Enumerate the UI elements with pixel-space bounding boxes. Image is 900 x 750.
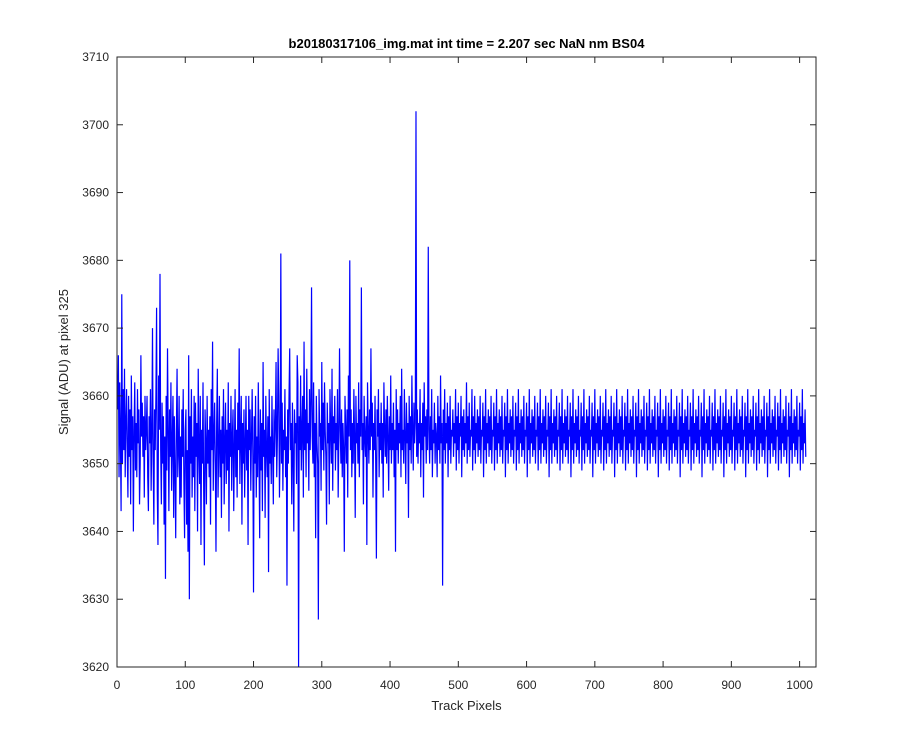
y-tick-label: 3700	[82, 118, 109, 132]
x-axis-title: Track Pixels	[431, 698, 502, 713]
axes-box	[116, 56, 817, 668]
x-tick-label: 0	[114, 678, 121, 692]
x-axis: 0 100 200 300 400 500 600 700 800 900 1000	[114, 57, 813, 692]
y-tick-label: 3690	[82, 186, 109, 200]
x-tick-label: 200	[244, 678, 264, 692]
y-tick-label: 3620	[82, 660, 109, 674]
x-tick-label: 800	[653, 678, 673, 692]
y-tick-label: 3710	[82, 50, 109, 64]
series-line-0	[117, 111, 807, 668]
y-tick-label: 3660	[82, 389, 109, 403]
y-axis-title: Signal (ADU) at pixel 325	[56, 289, 71, 435]
x-tick-label: 300	[312, 678, 332, 692]
y-axis: 3620 3630 3640 3650 3660 3670 3680 3690 3700 3710	[82, 50, 816, 674]
x-tick-label: 900	[721, 678, 741, 692]
axes-background	[117, 57, 816, 667]
x-tick-label: 100	[175, 678, 195, 692]
x-tick-label: 1000	[786, 678, 813, 692]
x-tick-label: 400	[380, 678, 400, 692]
chart-title: b20180317106_img.mat int time = 2.207 se…	[289, 36, 646, 51]
series-layer	[117, 111, 807, 668]
y-tick-label: 3670	[82, 321, 109, 335]
x-tick-label: 700	[585, 678, 605, 692]
y-tick-label: 3650	[82, 457, 109, 471]
y-tick-label: 3630	[82, 592, 109, 606]
y-tick-label: 3680	[82, 253, 109, 267]
x-tick-label: 500	[448, 678, 468, 692]
y-tick-label: 3640	[82, 524, 109, 538]
x-tick-label: 600	[517, 678, 537, 692]
